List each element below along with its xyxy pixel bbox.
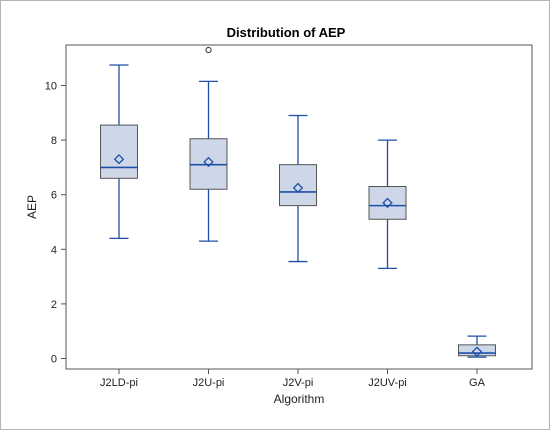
y-axis-label: AEP bbox=[25, 195, 39, 219]
box-ga bbox=[458, 335, 496, 358]
y-tick-label: 8 bbox=[51, 135, 57, 147]
plot-area-frame bbox=[65, 44, 533, 370]
chart-title: Distribution of AEP bbox=[227, 25, 346, 40]
y-tick-label: 0 bbox=[51, 354, 57, 366]
y-tick-label: 4 bbox=[51, 244, 57, 256]
y-tick-label: 10 bbox=[45, 81, 57, 93]
mean-marker bbox=[382, 197, 393, 209]
x-axis: J2LD-pi J2U-pi J2V-pi J2UV-pi GA bbox=[100, 369, 486, 389]
x-tick-label: J2LD-pi bbox=[100, 377, 138, 389]
box-series bbox=[100, 46, 496, 358]
y-axis: 0 2 4 6 8 10 bbox=[45, 81, 66, 366]
y-tick-label: 2 bbox=[51, 299, 57, 311]
outlier-point bbox=[205, 46, 212, 54]
box-iqr bbox=[279, 164, 317, 207]
x-tick-label: J2UV-pi bbox=[368, 377, 407, 389]
mean-marker bbox=[471, 346, 483, 357]
x-tick-label: J2V-pi bbox=[283, 377, 314, 389]
box-j2ld-pi bbox=[100, 64, 138, 240]
x-tick-label: J2U-pi bbox=[193, 377, 225, 389]
box-j2uv-pi bbox=[368, 139, 407, 270]
box-j2v-pi bbox=[279, 114, 317, 263]
y-tick-label: 6 bbox=[51, 190, 57, 202]
box-iqr bbox=[100, 124, 138, 179]
x-tick-label: GA bbox=[469, 377, 486, 389]
mean-marker bbox=[203, 156, 214, 168]
mean-marker bbox=[113, 153, 125, 165]
box-j2u-pi bbox=[189, 46, 228, 242]
mean-marker bbox=[292, 182, 304, 194]
x-axis-label: Algorithm bbox=[274, 392, 325, 406]
box-iqr bbox=[368, 186, 407, 220]
